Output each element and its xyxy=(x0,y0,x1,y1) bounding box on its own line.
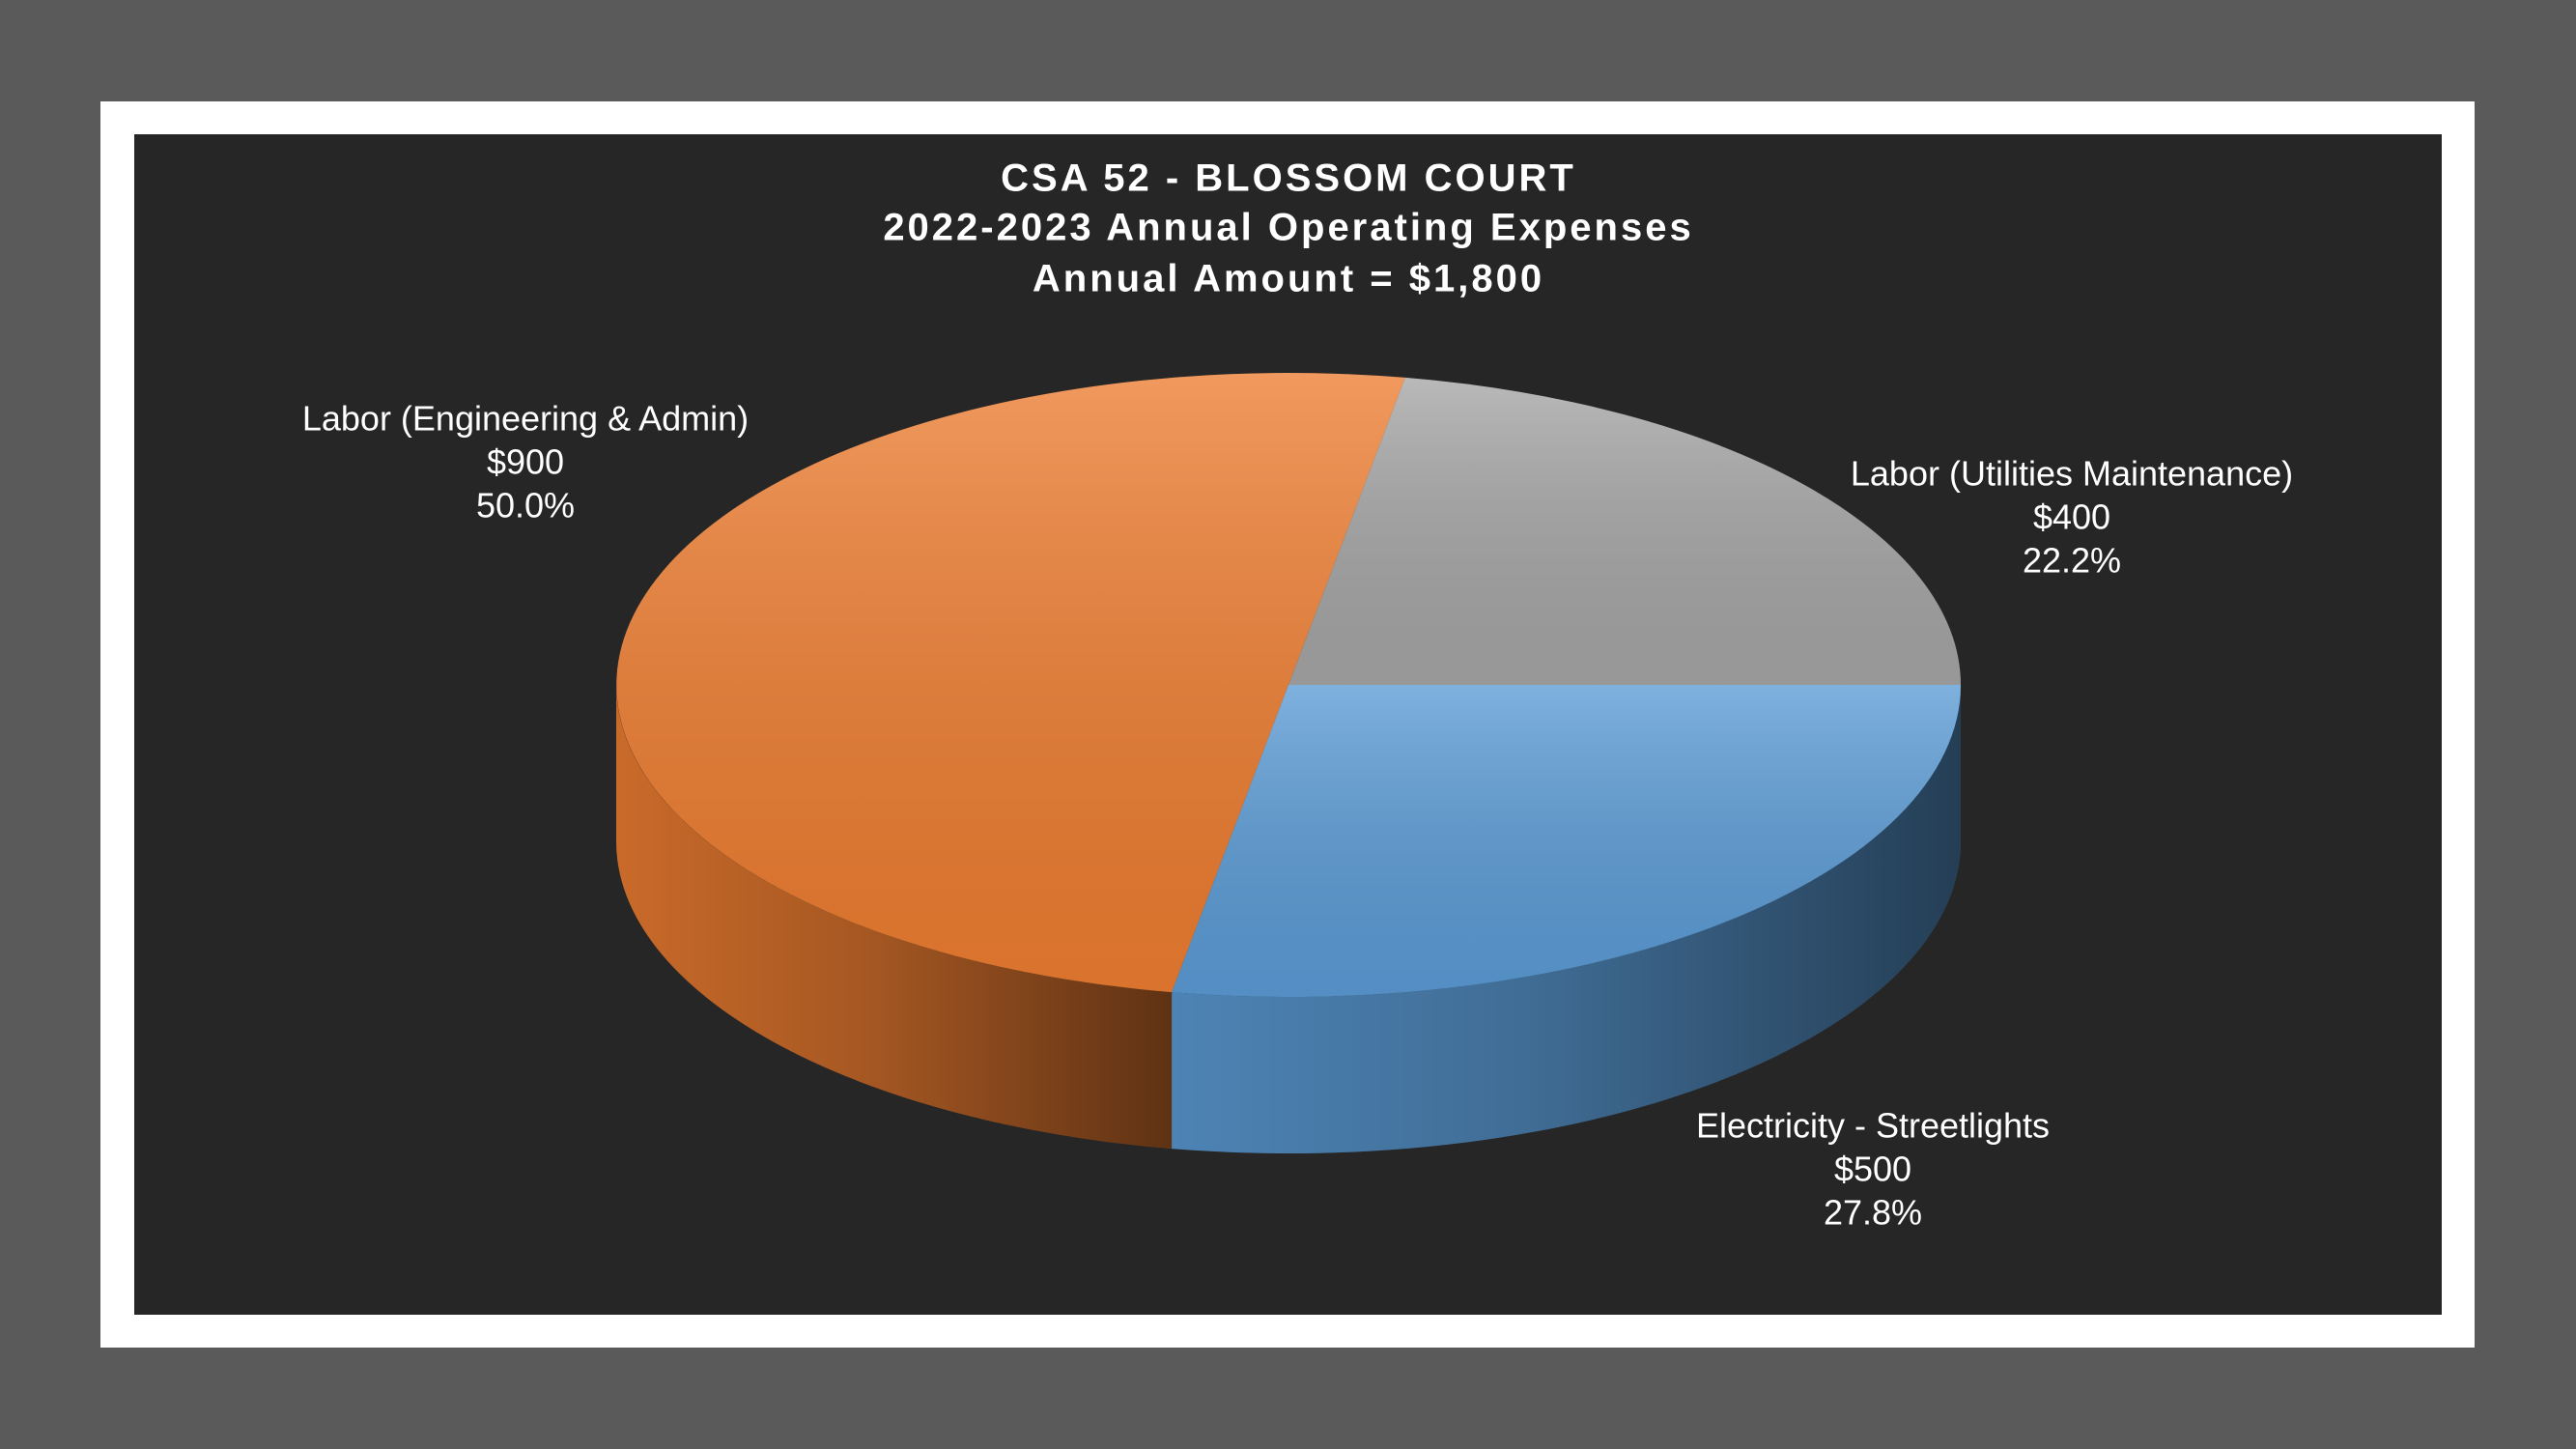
slice-shade xyxy=(1288,377,1962,685)
chart-title: 2022-2023 Annual Operating Expenses xyxy=(883,207,1693,249)
value-label: $900 xyxy=(487,442,564,482)
pie-tops xyxy=(616,373,1962,997)
percent-label: 27.8% xyxy=(1824,1193,1922,1233)
chart-title: CSA 52 - BLOSSOM COURT xyxy=(1001,157,1576,200)
percent-label: 22.2% xyxy=(2023,541,2121,581)
chart-subtitle: Annual Amount = $1,800 xyxy=(1033,258,1544,300)
category-label: Labor (Utilities Maintenance) xyxy=(1851,454,2293,494)
slice-shade xyxy=(1172,685,1961,997)
side-shade xyxy=(616,685,1173,1150)
category-label: Labor (Engineering & Admin) xyxy=(302,399,749,439)
category-label: Electricity - Streetlights xyxy=(1696,1106,2050,1146)
value-label: $500 xyxy=(1834,1150,1911,1189)
pie-sides xyxy=(616,685,1961,1153)
percent-label: 50.0% xyxy=(476,486,575,526)
slice-shade xyxy=(616,373,1405,993)
value-label: $400 xyxy=(2033,497,2110,537)
side-shade xyxy=(1172,685,1961,1153)
